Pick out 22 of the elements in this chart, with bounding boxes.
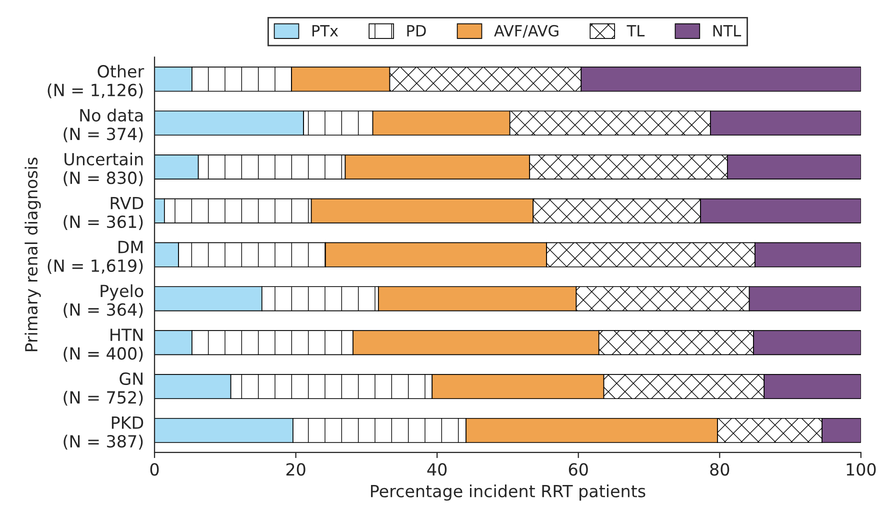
y-tick-label: DM (N = 1,619) [48,240,143,274]
x-tick-label: 40 [427,463,447,476]
legend-label: TL [626,25,645,36]
y-tick-label: GN (N = 752) [64,372,143,406]
y-tick-label: RVD (N = 361) [64,197,144,230]
x-tick-label: 60 [568,463,588,476]
y-tick-label: PKD (N = 387) [64,416,144,450]
x-tick-label: 100 [846,463,876,476]
y-tick-label: HTN (N = 400) [64,328,143,362]
y-axis-title: Primary renal diagnosis [24,158,41,352]
legend-label: PTx [312,25,338,36]
legend-label: PD [407,25,426,36]
y-tick-label: Uncertain (N = 830) [64,152,143,186]
x-tick-label: 20 [286,463,306,476]
y-tick-label: Other (N = 1,126) [48,64,144,98]
legend-label: NTL [713,25,742,36]
y-tick-label: No data (N = 374) [64,108,143,142]
y-tick-label: Pyelo (N = 364) [64,284,144,318]
x-axis-title: Percentage incident RRT patients [371,484,646,501]
x-tick-label: 0 [150,463,159,476]
legend-label: AVF/AVG [494,24,558,38]
x-tick-label: 80 [710,463,730,476]
